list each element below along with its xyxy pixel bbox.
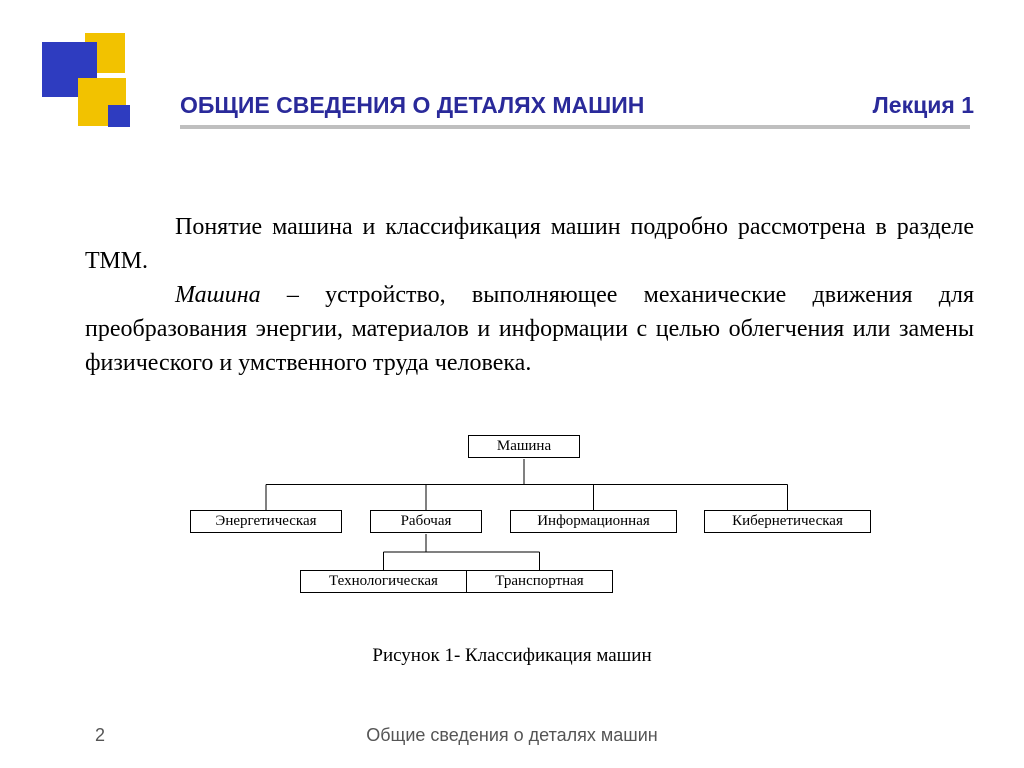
paragraph-1: Понятие машина и классификация машин под… bbox=[85, 210, 974, 278]
chart-node-n5: Технологическая bbox=[300, 570, 467, 593]
chart-node-n3: Информационная bbox=[510, 510, 677, 533]
header-shadow bbox=[180, 125, 970, 129]
slide-logo bbox=[30, 30, 140, 140]
footer-title: Общие сведения о деталях машин bbox=[0, 725, 1024, 746]
paragraph-2: Машина – устройство, выполняющее механич… bbox=[85, 278, 974, 380]
classification-chart: Машина Энергетическая Рабочая Информационна… bbox=[0, 415, 1024, 635]
chart-node-n6: Транспортная bbox=[466, 570, 613, 593]
body-text: Понятие машина и классификация машин под… bbox=[85, 210, 974, 380]
chart-node-root: Машина bbox=[468, 435, 580, 458]
slide-title: ОБЩИЕ СВЕДЕНИЯ О ДЕТАЛЯХ МАШИН bbox=[180, 92, 644, 118]
chart-node-n1: Энергетическая bbox=[190, 510, 342, 533]
chart-node-n4: Кибернетическая bbox=[704, 510, 871, 533]
term-machine: Машина bbox=[175, 282, 261, 308]
chart-node-n2: Рабочая bbox=[370, 510, 482, 533]
slide-header: Лекция 1 ОБЩИЕ СВЕДЕНИЯ О ДЕТАЛЯХ МАШИН bbox=[180, 92, 974, 119]
lecture-label: Лекция 1 bbox=[873, 92, 974, 119]
chart-caption: Рисунок 1- Классификация машин bbox=[0, 645, 1024, 667]
